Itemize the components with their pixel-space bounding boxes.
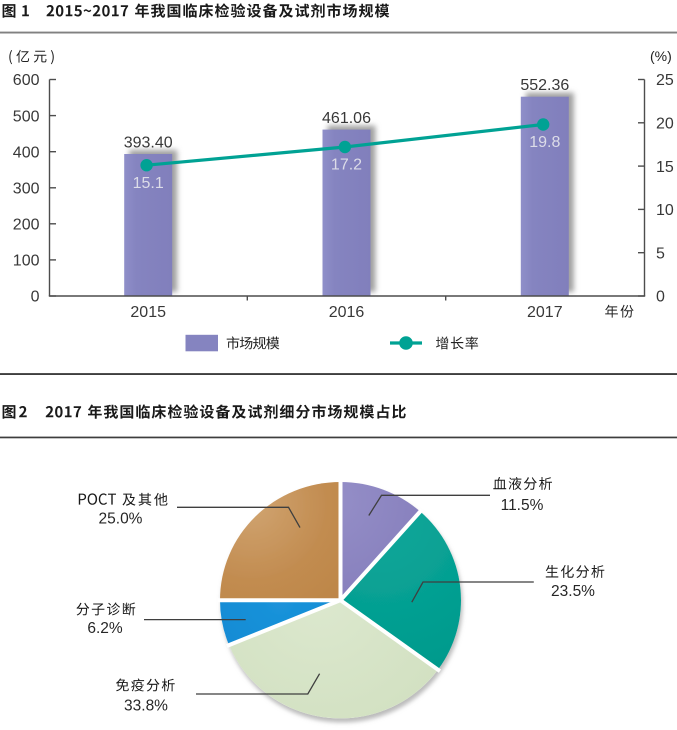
svg-text:15.1: 15.1 bbox=[133, 175, 164, 192]
svg-text:25: 25 bbox=[656, 72, 674, 89]
svg-text:17.2: 17.2 bbox=[331, 157, 362, 174]
svg-text:23.5%: 23.5% bbox=[551, 583, 595, 600]
svg-text:200: 200 bbox=[13, 217, 40, 234]
svg-text:5: 5 bbox=[656, 245, 665, 262]
svg-text:2015: 2015 bbox=[130, 304, 166, 321]
svg-text:15: 15 bbox=[656, 159, 674, 176]
svg-text:10: 10 bbox=[656, 202, 674, 219]
svg-text:393.40: 393.40 bbox=[124, 135, 173, 152]
svg-text:20: 20 bbox=[656, 116, 674, 133]
svg-text:0: 0 bbox=[31, 289, 40, 306]
svg-text:33.8%: 33.8% bbox=[124, 698, 168, 715]
svg-text:19.8: 19.8 bbox=[529, 134, 560, 151]
svg-text:2017: 2017 bbox=[527, 304, 563, 321]
svg-text:25.0%: 25.0% bbox=[99, 511, 143, 528]
svg-text:100: 100 bbox=[13, 253, 40, 270]
svg-text:2016: 2016 bbox=[329, 304, 365, 321]
svg-text:11.5%: 11.5% bbox=[501, 497, 544, 514]
svg-text:300: 300 bbox=[13, 180, 40, 197]
svg-text:(%): (%) bbox=[650, 48, 672, 64]
svg-text:552.36: 552.36 bbox=[520, 77, 569, 94]
svg-text:600: 600 bbox=[13, 72, 40, 89]
svg-text:6.2%: 6.2% bbox=[87, 620, 123, 637]
svg-text:461.06: 461.06 bbox=[322, 110, 371, 127]
svg-text:0: 0 bbox=[656, 289, 665, 306]
svg-text:400: 400 bbox=[13, 144, 40, 161]
svg-text:500: 500 bbox=[13, 108, 40, 125]
